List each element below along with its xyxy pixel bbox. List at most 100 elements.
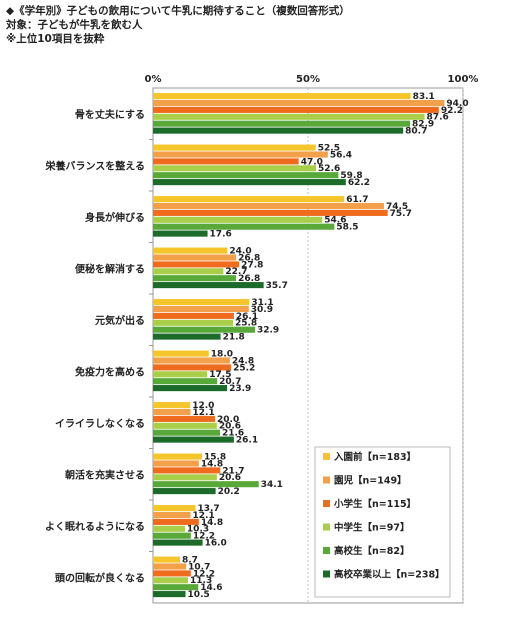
bar — [153, 481, 259, 488]
bar — [153, 563, 187, 570]
bar — [153, 511, 191, 519]
data-label: 20.6 — [219, 473, 241, 483]
data-label: 12.2 — [193, 569, 215, 579]
bar — [153, 179, 346, 186]
legend-swatch — [323, 476, 330, 484]
data-label: 21.6 — [222, 429, 244, 439]
bar — [153, 172, 339, 179]
bar — [153, 216, 323, 223]
bar — [153, 209, 388, 216]
bar — [153, 223, 335, 230]
data-label: 17.5 — [209, 370, 231, 380]
data-label: 62.2 — [348, 178, 370, 188]
data-label: 23.9 — [229, 384, 251, 394]
bar — [153, 230, 208, 237]
data-label: 26.1 — [236, 312, 258, 322]
bar — [153, 408, 191, 416]
legend-swatch — [323, 500, 330, 507]
chart-note: ※上位10項目を抜粋 — [6, 33, 105, 45]
bar — [153, 378, 218, 385]
bar — [153, 385, 228, 392]
bar — [153, 275, 237, 282]
data-label: 22.7 — [225, 267, 247, 277]
bar — [153, 436, 234, 443]
data-label: 52.6 — [318, 164, 340, 174]
bar — [153, 591, 186, 598]
data-label: 16.0 — [205, 538, 227, 548]
bar — [153, 467, 221, 474]
data-label: 26.8 — [238, 274, 260, 284]
data-label: 27.8 — [241, 260, 263, 270]
bar — [153, 151, 328, 158]
legend-swatch — [323, 453, 330, 460]
data-label: 34.1 — [261, 480, 283, 490]
bar — [153, 570, 191, 577]
data-label: 94.0 — [446, 99, 468, 109]
legend-swatch — [323, 570, 330, 578]
category-label: イライラしなくなる — [55, 418, 145, 430]
legend-label: 園児【n=149】 — [334, 475, 407, 487]
category-label: 免疫力を高める — [75, 365, 145, 378]
data-label: 74.5 — [386, 202, 408, 212]
bar — [153, 584, 199, 591]
bar — [153, 350, 209, 357]
data-label: 12.0 — [192, 401, 214, 411]
data-label: 92.2 — [441, 106, 463, 116]
bar — [153, 165, 317, 172]
category-label: 骨を丈夫にする — [75, 108, 145, 121]
bar — [153, 488, 216, 495]
category-label: 栄養バランスを整える — [45, 159, 146, 172]
bar — [153, 415, 215, 422]
category-label: 身長が伸びる — [85, 211, 145, 224]
category-label: 元気が出る — [95, 314, 145, 327]
data-label: 83.1 — [413, 92, 435, 102]
x-tick-label: 50% — [296, 74, 320, 85]
bar — [153, 93, 411, 100]
data-label: 24.0 — [229, 246, 251, 256]
chart-subject: 対象：子どもが牛乳を飲む人 — [6, 19, 143, 31]
data-label: 35.7 — [266, 281, 288, 291]
x-tick-label: 100% — [448, 74, 479, 85]
data-label: 12.2 — [193, 532, 215, 542]
data-label: 59.8 — [340, 171, 362, 181]
bar — [153, 326, 255, 333]
data-label: 12.1 — [193, 408, 215, 418]
data-label: 11.3 — [190, 576, 212, 586]
legend-swatch — [323, 547, 330, 554]
bar — [153, 357, 230, 364]
bar — [153, 312, 234, 319]
bar — [153, 539, 203, 546]
data-label: 61.7 — [346, 195, 368, 205]
data-label: 25.8 — [235, 319, 257, 329]
bar — [153, 429, 220, 436]
data-label: 10.7 — [188, 562, 210, 572]
data-label: 18.0 — [211, 349, 233, 359]
bar — [153, 247, 228, 254]
data-label: 82.9 — [412, 120, 434, 130]
bar — [153, 113, 425, 120]
legend-label: 高校生【n=82】 — [334, 545, 409, 557]
legend-label: 中学生【n=97】 — [334, 522, 409, 534]
chart-title: ◆《学年別》子どもの飲用について牛乳に期待すること（複数回答形式） — [6, 5, 350, 17]
data-label: 21.8 — [223, 332, 245, 342]
bar — [153, 371, 208, 378]
bar — [153, 196, 345, 203]
bar — [153, 144, 316, 151]
bar — [153, 261, 240, 268]
data-label: 12.1 — [193, 511, 215, 521]
data-label: 52.5 — [318, 143, 340, 153]
data-label: 54.6 — [324, 216, 346, 226]
data-label: 75.7 — [390, 209, 412, 219]
bar — [153, 532, 191, 539]
bar — [153, 282, 264, 289]
bar — [153, 299, 250, 306]
data-label: 8.7 — [182, 555, 198, 565]
data-label: 13.7 — [197, 504, 219, 514]
bar — [153, 305, 249, 313]
data-label: 20.2 — [218, 487, 240, 497]
bar — [153, 268, 224, 275]
bar — [153, 120, 410, 127]
data-label: 10.5 — [188, 590, 210, 600]
category-label: 頭の回転が良くなる — [55, 571, 145, 584]
data-label: 24.8 — [232, 356, 254, 366]
